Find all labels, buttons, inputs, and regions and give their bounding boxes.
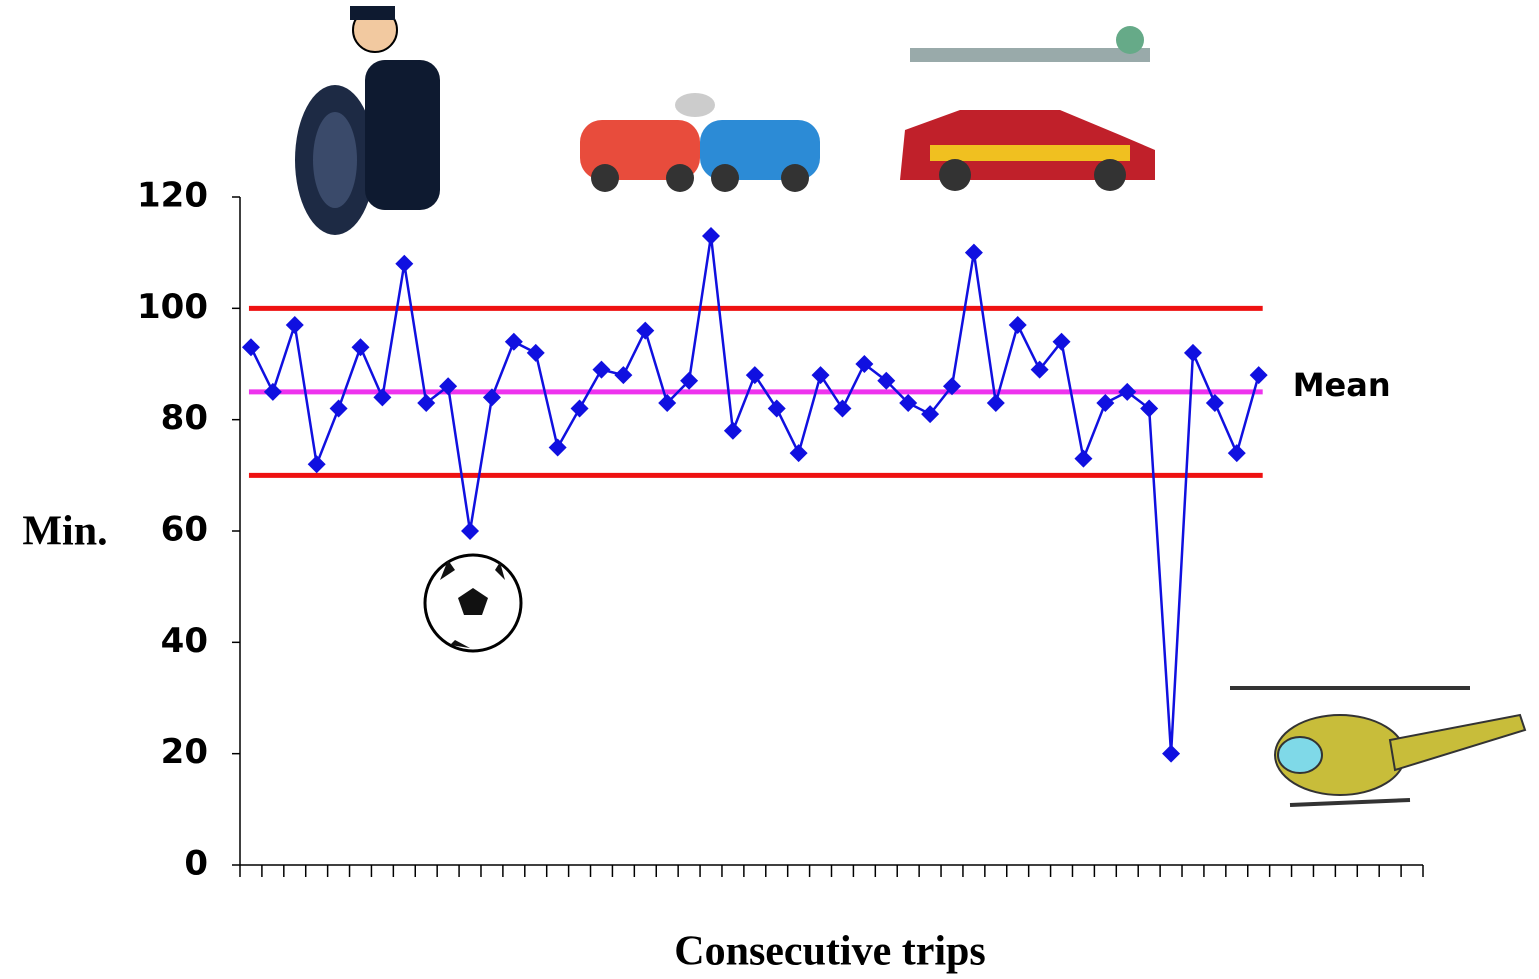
data-point — [461, 522, 480, 540]
data-point — [241, 338, 260, 357]
data-point — [373, 388, 392, 407]
reference-line-label: Mean — [1293, 366, 1391, 404]
mechanic-illustration — [295, 6, 440, 235]
y-tick-label: 80 — [161, 398, 208, 438]
data-point — [1140, 399, 1159, 418]
data-point — [329, 399, 348, 418]
data-point — [1096, 393, 1115, 412]
data-point — [942, 377, 961, 396]
y-tick-label: 20 — [161, 732, 208, 772]
data-point — [702, 226, 721, 245]
data-point — [1008, 316, 1027, 335]
data-point — [307, 455, 326, 474]
data-point — [899, 393, 918, 412]
data-point — [1118, 382, 1137, 401]
data-point — [1205, 393, 1224, 412]
police-car-illustration — [900, 26, 1155, 191]
data-point — [636, 321, 655, 340]
data-point — [767, 399, 786, 418]
series-line — [249, 235, 1260, 754]
data-point — [789, 444, 808, 463]
data-point — [614, 366, 633, 385]
data-point — [482, 388, 501, 407]
y-tick-label: 60 — [161, 510, 208, 550]
data-point — [570, 399, 589, 418]
data-point — [877, 371, 896, 390]
data-point — [1249, 366, 1268, 385]
y-tick-label: 120 — [137, 176, 208, 216]
data-point — [723, 421, 742, 440]
data-point — [417, 393, 436, 412]
data-point — [592, 360, 611, 379]
y-tick-label: 0 — [184, 844, 208, 884]
data-point — [833, 399, 852, 418]
data-point — [921, 405, 940, 424]
data-point — [526, 343, 545, 362]
data-point — [986, 393, 1005, 412]
y-axis-label: Min. — [22, 509, 107, 555]
data-point — [439, 377, 458, 396]
data-point — [1030, 360, 1049, 379]
crash-illustration — [580, 93, 820, 192]
data-point — [964, 243, 983, 262]
data-point — [263, 382, 282, 401]
data-point — [1183, 343, 1202, 362]
data-point — [811, 366, 830, 385]
helicopter-illustration — [1230, 686, 1527, 807]
y-tick-label: 100 — [137, 287, 208, 327]
data-point — [351, 338, 370, 357]
y-tick-label: 40 — [161, 621, 208, 661]
data-point — [855, 355, 874, 373]
data-point — [504, 332, 523, 351]
data-point — [1052, 332, 1071, 351]
soccer-ball-illustration — [423, 553, 523, 653]
data-point — [745, 366, 764, 385]
data-point — [1227, 444, 1246, 463]
data-point — [548, 438, 567, 457]
x-axis-label: Consecutive trips — [674, 929, 985, 975]
data-point — [1074, 449, 1093, 468]
data-point — [395, 254, 414, 273]
data-point — [680, 371, 699, 390]
data-point — [1162, 744, 1181, 763]
data-point — [285, 316, 304, 335]
data-point — [658, 393, 677, 412]
